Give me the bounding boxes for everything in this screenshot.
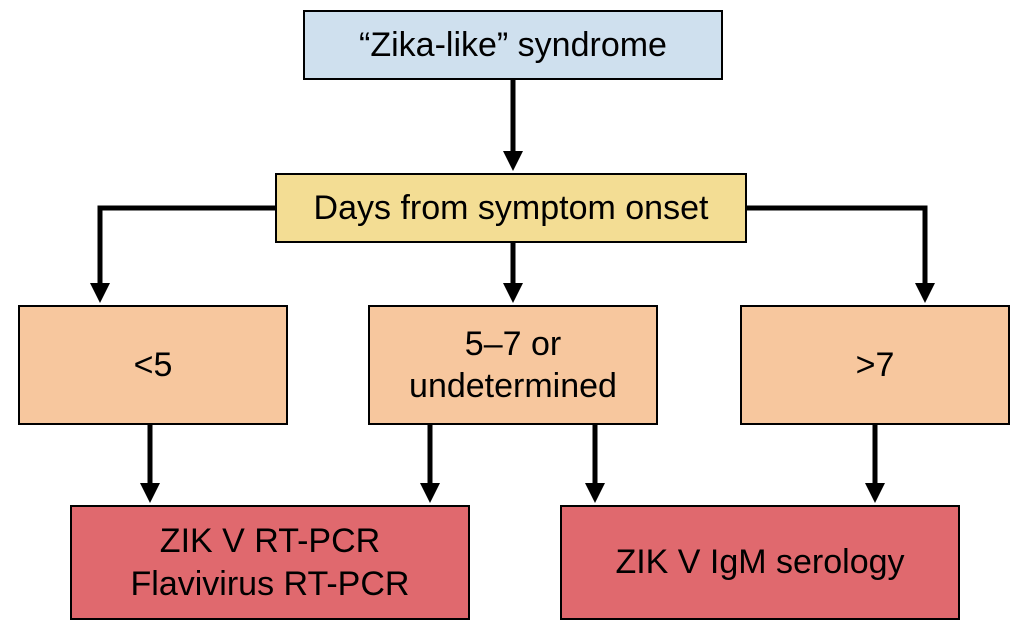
node-root: “Zika-like” syndrome: [303, 10, 723, 80]
node-mid: 5–7 orundetermined: [368, 305, 658, 425]
node-igm: ZIK V IgM serology: [560, 505, 960, 620]
node-mid-label: 5–7 orundetermined: [409, 323, 617, 408]
node-lt5-label: <5: [134, 344, 173, 387]
node-gt7-label: >7: [856, 344, 895, 387]
node-igm-label: ZIK V IgM serology: [615, 541, 904, 584]
node-days-label: Days from symptom onset: [314, 187, 709, 230]
node-days: Days from symptom onset: [275, 173, 747, 243]
node-pcr: ZIK V RT-PCRFlavivirus RT-PCR: [70, 505, 470, 620]
node-lt5: <5: [18, 305, 288, 425]
node-root-label: “Zika-like” syndrome: [359, 24, 667, 67]
node-gt7: >7: [740, 305, 1010, 425]
node-pcr-label: ZIK V RT-PCRFlavivirus RT-PCR: [131, 520, 410, 605]
